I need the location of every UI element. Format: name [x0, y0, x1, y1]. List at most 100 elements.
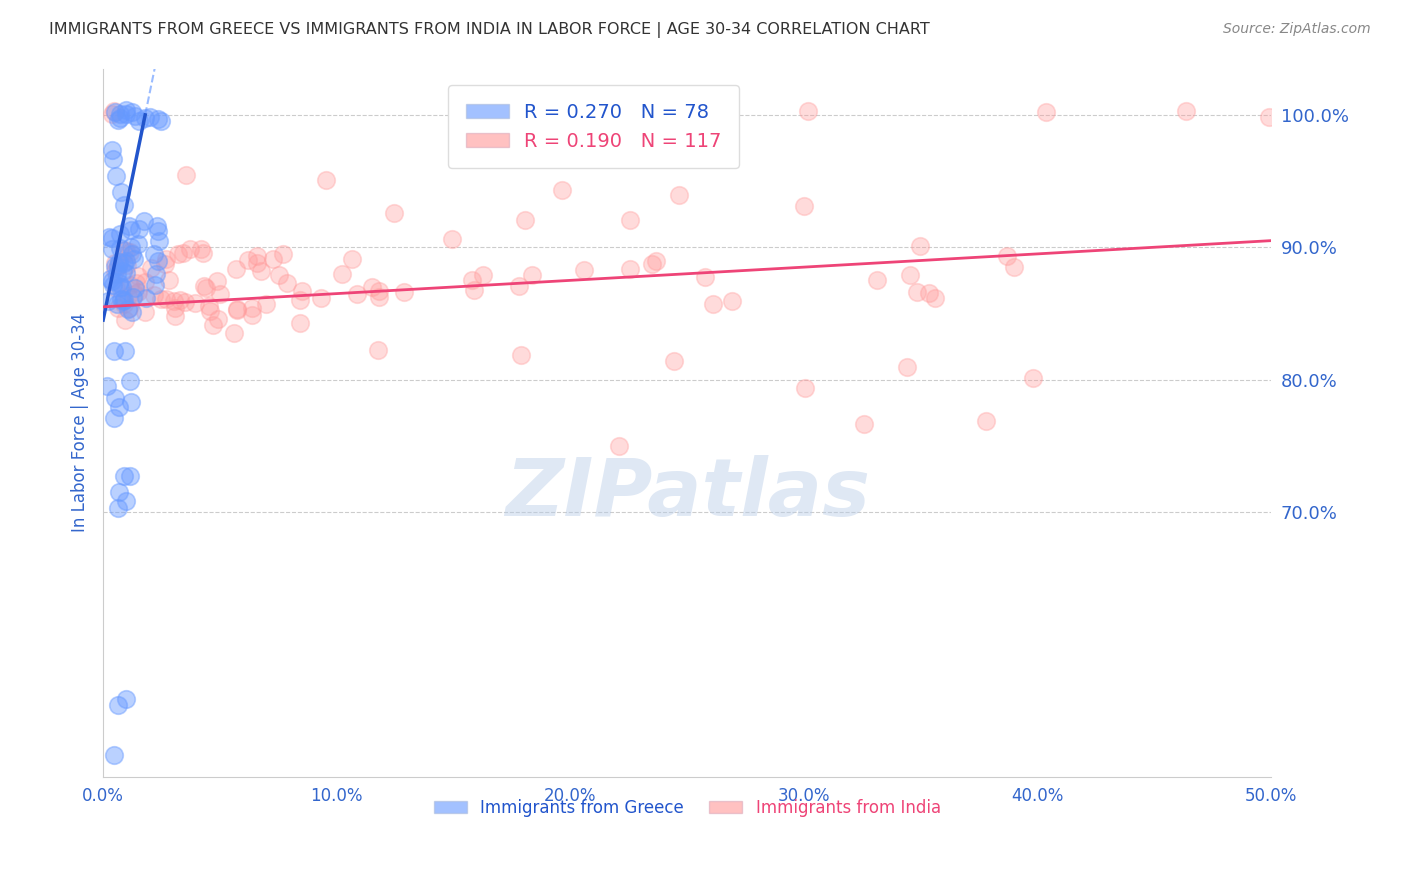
Point	[118, 219, 141, 234]
Point	[121, 305, 143, 319]
Point	[114, 313, 136, 327]
Point	[120, 240, 142, 254]
Point	[461, 273, 484, 287]
Point	[172, 246, 194, 260]
Point	[107, 698, 129, 712]
Point	[250, 263, 273, 277]
Text: IMMIGRANTS FROM GREECE VS IMMIGRANTS FROM INDIA IN LABOR FORCE | AGE 30-34 CORRE: IMMIGRANTS FROM GREECE VS IMMIGRANTS FRO…	[49, 22, 929, 38]
Point	[114, 106, 136, 120]
Point	[134, 275, 156, 289]
Point	[224, 326, 246, 340]
Point	[115, 244, 138, 258]
Point	[267, 268, 290, 282]
Point	[1022, 371, 1045, 385]
Point	[240, 308, 263, 322]
Point	[908, 239, 931, 253]
Point	[150, 114, 173, 128]
Point	[111, 280, 134, 294]
Point	[509, 348, 531, 362]
Point	[107, 259, 129, 273]
Point	[166, 246, 188, 260]
Point	[288, 317, 311, 331]
Point	[641, 256, 664, 270]
Point	[191, 246, 214, 260]
Point	[311, 292, 333, 306]
Point	[291, 284, 314, 298]
Point	[207, 312, 229, 326]
Point	[127, 268, 149, 283]
Point	[103, 343, 125, 358]
Text: ZIPatlas: ZIPatlas	[505, 455, 870, 533]
Point	[110, 185, 132, 199]
Point	[572, 263, 595, 277]
Point	[117, 289, 139, 303]
Point	[463, 283, 485, 297]
Point	[702, 297, 724, 311]
Point	[104, 391, 127, 405]
Point	[551, 183, 574, 197]
Point	[262, 252, 284, 266]
Point	[382, 206, 405, 220]
Point	[619, 262, 641, 277]
Point	[225, 303, 247, 318]
Point	[104, 259, 127, 273]
Point	[866, 273, 889, 287]
Point	[995, 249, 1018, 263]
Point	[100, 231, 122, 245]
Point	[155, 252, 177, 267]
Point	[207, 274, 229, 288]
Point	[139, 260, 162, 275]
Point	[254, 296, 277, 310]
Point	[111, 294, 134, 309]
Point	[124, 286, 146, 301]
Point	[394, 285, 416, 299]
Point	[184, 296, 207, 310]
Point	[619, 213, 641, 227]
Point	[155, 293, 177, 307]
Point	[104, 169, 127, 183]
Point	[155, 257, 177, 271]
Point	[1258, 110, 1281, 124]
Point	[112, 293, 135, 307]
Point	[120, 395, 142, 409]
Point	[202, 318, 225, 333]
Point	[104, 104, 127, 119]
Point	[662, 354, 685, 368]
Point	[108, 276, 131, 290]
Point	[108, 227, 131, 241]
Point	[101, 242, 124, 256]
Point	[120, 223, 142, 237]
Point	[112, 243, 135, 257]
Point	[918, 285, 941, 300]
Point	[330, 267, 353, 281]
Point	[108, 400, 131, 414]
Point	[120, 468, 142, 483]
Point	[198, 304, 221, 318]
Point	[924, 291, 946, 305]
Point	[346, 287, 368, 301]
Point	[138, 110, 160, 124]
Point	[127, 237, 149, 252]
Legend: Immigrants from Greece, Immigrants from India: Immigrants from Greece, Immigrants from …	[425, 790, 949, 825]
Point	[128, 222, 150, 236]
Point	[564, 106, 586, 120]
Point	[107, 301, 129, 315]
Point	[114, 493, 136, 508]
Point	[118, 375, 141, 389]
Point	[117, 258, 139, 272]
Point	[117, 301, 139, 316]
Point	[472, 268, 495, 282]
Point	[441, 232, 464, 246]
Point	[246, 256, 269, 270]
Point	[112, 198, 135, 212]
Point	[105, 281, 128, 295]
Point	[107, 112, 129, 127]
Point	[96, 379, 118, 393]
Text: Source: ZipAtlas.com: Source: ZipAtlas.com	[1223, 22, 1371, 37]
Point	[246, 249, 269, 263]
Point	[148, 224, 170, 238]
Point	[107, 485, 129, 500]
Point	[165, 301, 187, 315]
Point	[112, 297, 135, 311]
Point	[169, 293, 191, 308]
